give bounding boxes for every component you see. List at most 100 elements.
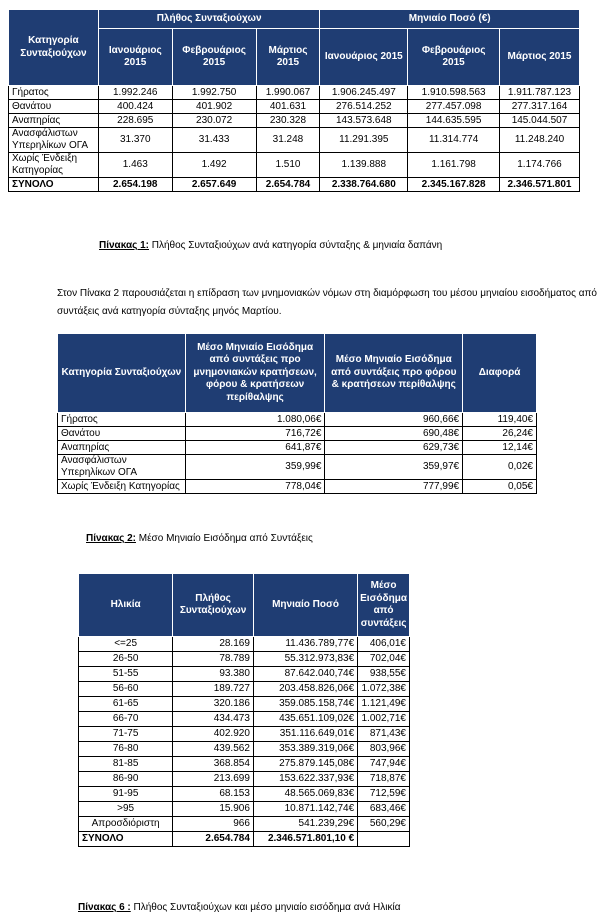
cell-value: 12,14€ <box>462 440 537 455</box>
cell-value: 938,55€ <box>357 666 410 682</box>
cell-value: 683,46€ <box>357 801 410 817</box>
cell-value: 629,73€ <box>324 440 464 455</box>
cell-value: 402.920 <box>172 726 254 742</box>
cell-value: 435.651.109,02€ <box>252 711 359 727</box>
row-label: 61-65 <box>77 696 174 712</box>
table-row: 56-60 189.727 203.458.826,06€ 1.072,38€ <box>77 681 410 697</box>
total-value <box>357 831 410 847</box>
table-row: <=25 28.169 11.436.789,77€ 406,01€ <box>77 636 410 652</box>
table-row: 91-95 68.153 48.565.069,83€ 712,59€ <box>77 786 410 802</box>
cell-value: 960,66€ <box>324 412 464 427</box>
cell-value: 747,94€ <box>357 756 410 772</box>
cell-value: 690,48€ <box>324 426 464 441</box>
row-label: 51-55 <box>77 666 174 682</box>
cell-value: 55.312.973,83€ <box>252 651 359 667</box>
cell-value: 11.436.789,77€ <box>252 636 359 652</box>
cell-value: 1.911.787.123 <box>499 85 580 100</box>
row-label: Απροσδιόριστη <box>77 816 174 832</box>
cell-value: 26,24€ <box>462 426 537 441</box>
mean-income-header: Μέσο Εισόδημα από συντάξεις <box>357 573 410 637</box>
month-header: Μάρτιος 2015 <box>499 28 580 86</box>
total-value: 2.654.784 <box>255 177 321 192</box>
table-row: Ανασφάλιστων Υπερηλίκων ΟΓΑ 359,99€ 359,… <box>57 454 537 480</box>
table-row: Αναπηρίας 641,87€ 629,73€ 12,14€ <box>57 440 537 455</box>
mean-income-table: Κατηγορία Συνταξιούχων Μέσο Μηνιαίο Εισό… <box>57 333 537 494</box>
table-row: Γήρατος 1.992.246 1.992.750 1.990.067 1.… <box>8 85 580 100</box>
month-header: Φεβρουάριος 2015 <box>407 28 501 86</box>
cell-value: 87.642.040,74€ <box>252 666 359 682</box>
cell-value: 1.906.245.497 <box>319 85 409 100</box>
cell-value: 11.248.240 <box>499 127 580 153</box>
cell-value: 144.635.595 <box>407 113 501 128</box>
total-label: ΣΥΝΟΛΟ <box>8 177 99 192</box>
cell-value: 93.380 <box>172 666 254 682</box>
table-row: 66-70 434.473 435.651.109,02€ 1.002,71€ <box>77 711 410 727</box>
cell-value: 401.631 <box>255 99 321 114</box>
cell-value: 276.514.252 <box>319 99 409 114</box>
cell-value: 203.458.826,06€ <box>252 681 359 697</box>
row-label: 76-80 <box>77 741 174 757</box>
intro-paragraph: Στον Πίνακα 2 παρουσιάζεται η επίδραση τ… <box>57 288 597 317</box>
cell-value: 712,59€ <box>357 786 410 802</box>
cell-value: 777,99€ <box>324 479 464 494</box>
row-label: 71-75 <box>77 726 174 742</box>
caption-text: Πλήθος Συνταξιούχων ανά κατηγορία σύνταξ… <box>148 240 443 251</box>
row-label: 26-50 <box>77 651 174 667</box>
total-value: 2.654.784 <box>172 831 254 847</box>
income-before-tax-header: Μέσο Μηνιαίο Εισόδημα από συντάξεις προ … <box>324 333 464 413</box>
cell-value: 359,99€ <box>184 454 326 480</box>
cell-value: 368.854 <box>172 756 254 772</box>
cell-value: 1.072,38€ <box>357 681 410 697</box>
cell-value: 351.116.649,01€ <box>252 726 359 742</box>
cell-value: 277.457.098 <box>407 99 501 114</box>
month-header: Φεβρουάριος 2015 <box>171 28 257 86</box>
cell-value: 871,43€ <box>357 726 410 742</box>
cell-value: 119,40€ <box>462 412 537 427</box>
cell-value: 31.370 <box>97 127 173 153</box>
cell-value: 11.314.774 <box>407 127 501 153</box>
row-label: Θανάτου <box>57 426 186 441</box>
cell-value: 401.902 <box>171 99 257 114</box>
row-label: Αναπηρίας <box>8 113 99 128</box>
cell-value: 1.992.750 <box>171 85 257 100</box>
income-before-memoranda-header: Μέσο Μηνιαίο Εισόδημα από συντάξεις προ … <box>184 333 326 413</box>
cell-value: 439.562 <box>172 741 254 757</box>
cell-value: 1.990.067 <box>255 85 321 100</box>
cell-value: 275.879.145,08€ <box>252 756 359 772</box>
month-header: Ιανουάριος 2015 <box>97 28 173 86</box>
cell-value: 778,04€ <box>184 479 326 494</box>
cell-value: 1.510 <box>255 152 321 178</box>
row-label: 81-85 <box>77 756 174 772</box>
cell-value: 1.463 <box>97 152 173 178</box>
table-row: Γήρατος 1.080,06€ 960,66€ 119,40€ <box>57 412 537 427</box>
total-value: 2.654.198 <box>97 177 173 192</box>
cell-value: 1.174.766 <box>499 152 580 178</box>
caption-text: Πλήθος Συνταξιούχων και μέσο μηνιαίο εισ… <box>130 902 401 913</box>
pensioners-by-category-table: Κατηγορία Συνταξιούχων Πλήθος Συνταξιούχ… <box>8 9 580 192</box>
table-row: Θανάτου 400.424 401.902 401.631 276.514.… <box>8 99 580 114</box>
cell-value: 320.186 <box>172 696 254 712</box>
cell-value: 541.239,29€ <box>252 816 359 832</box>
cell-value: 1.992.246 <box>97 85 173 100</box>
group-header-count: Πλήθος Συνταξιούχων <box>97 9 321 29</box>
total-value: 2.345.167.828 <box>407 177 501 192</box>
cell-value: 230.328 <box>255 113 321 128</box>
month-header: Μάρτιος 2015 <box>255 28 321 86</box>
table-row: Απροσδιόριστη 966 541.239,29€ 560,29€ <box>77 816 410 832</box>
cell-value: 716,72€ <box>184 426 326 441</box>
table-row: 51-55 93.380 87.642.040,74€ 938,55€ <box>77 666 410 682</box>
row-label: 91-95 <box>77 786 174 802</box>
month-header: Ιανουάριος 2015 <box>319 28 409 86</box>
row-label: >95 <box>77 801 174 817</box>
caption-label: Πίνακας 6 : <box>78 902 131 913</box>
cell-value: 143.573.648 <box>319 113 409 128</box>
amount-header: Μηνιαίο Ποσό <box>252 573 359 637</box>
cell-value: 145.044.507 <box>499 113 580 128</box>
cell-value: 0,05€ <box>462 479 537 494</box>
total-value: 2.657.649 <box>171 177 257 192</box>
total-value: 2.346.571.801 <box>499 177 580 192</box>
row-label: Ανασφάλιστων Υπερηλίκων ΟΓΑ <box>57 454 186 480</box>
row-label: Χωρίς Ένδειξη Κατηγορίας <box>57 479 186 494</box>
age-header: Ηλικία <box>77 573 174 637</box>
cell-value: 406,01€ <box>357 636 410 652</box>
